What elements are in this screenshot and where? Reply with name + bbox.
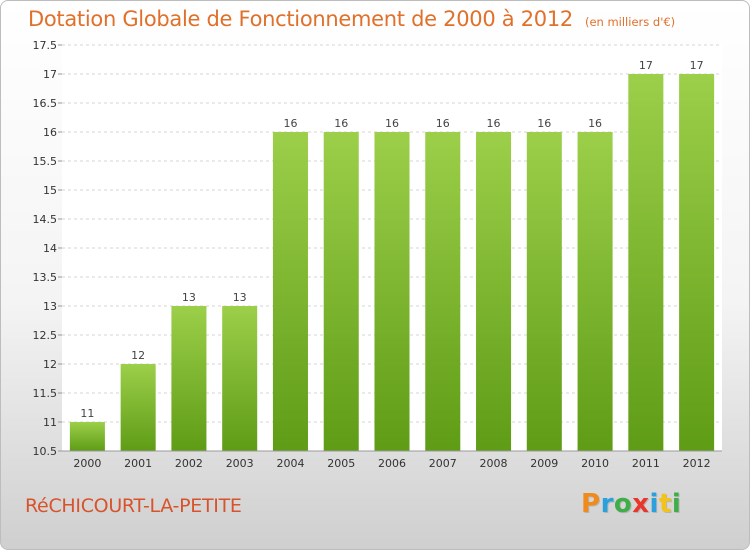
chart-subtitle: (en milliers d'€): [584, 15, 676, 29]
bar-2009: [526, 132, 562, 451]
x-tick-label: 2000: [73, 457, 101, 470]
data-label: 16: [385, 117, 399, 130]
logo-letter: P: [581, 489, 601, 519]
bar-2012: [679, 74, 715, 451]
y-tick-label: 15: [43, 184, 57, 197]
bar-2004: [272, 132, 308, 451]
data-label: 16: [283, 117, 297, 130]
logo-letter: r: [600, 489, 614, 519]
data-label: 16: [537, 117, 551, 130]
y-tick-label: 14: [43, 242, 57, 255]
bar-2001: [120, 364, 156, 451]
y-tick-label: 12.5: [33, 329, 58, 342]
y-tick-label: 17: [43, 68, 57, 81]
y-tick-label: 13.5: [33, 271, 58, 284]
bar-2011: [628, 74, 664, 451]
bar-2006: [374, 132, 410, 451]
data-label: 16: [436, 117, 450, 130]
x-tick-label: 2003: [226, 457, 254, 470]
data-label: 17: [639, 59, 653, 72]
x-tick-label: 2004: [276, 457, 304, 470]
data-label: 16: [334, 117, 348, 130]
y-tick-label: 15.5: [33, 155, 58, 168]
data-label: 12: [131, 349, 145, 362]
y-tick-label: 14.5: [33, 213, 58, 226]
chart-title-text: Dotation Globale de Fonctionnement de 20…: [28, 7, 573, 31]
bar-2007: [425, 132, 461, 451]
y-tick-label: 10.5: [33, 445, 58, 458]
bar-2008: [476, 132, 512, 451]
bar-2010: [577, 132, 613, 451]
y-tick-label: 12: [43, 358, 57, 371]
x-tick-label: 2012: [683, 457, 711, 470]
bar-2000: [69, 422, 105, 451]
data-label: 16: [588, 117, 602, 130]
y-tick-label: 16: [43, 126, 57, 139]
x-tick-label: 2006: [378, 457, 406, 470]
data-label: 13: [182, 291, 196, 304]
x-tick-label: 2002: [175, 457, 203, 470]
chart-title: Dotation Globale de Fonctionnement de 20…: [28, 7, 675, 31]
y-axis: 10.5 11 11.5 12 12.5 13 13.5 14 14.5 15 15.5 16 16.5…: [33, 39, 62, 458]
x-tick-label: 2010: [581, 457, 609, 470]
proxiti-logo[interactable]: Proxiti: [581, 489, 681, 519]
logo-letter: i: [671, 489, 682, 519]
x-axis: 2000 2001 2002 2003 2004 2005 2006 2007 2008 2009…: [73, 457, 710, 470]
bar-2003: [222, 306, 258, 451]
commune-name: RéCHICOURT-LA-PETITE: [25, 495, 242, 517]
y-tick-label: 11.5: [33, 387, 58, 400]
data-label: 13: [233, 291, 247, 304]
logo-letter: t: [658, 489, 672, 519]
x-tick-label: 2011: [632, 457, 660, 470]
x-tick-label: 2007: [429, 457, 457, 470]
y-tick-label: 13: [43, 300, 57, 313]
x-tick-label: 2001: [124, 457, 152, 470]
logo-letter: i: [649, 489, 659, 519]
bar-2002: [171, 306, 207, 451]
x-tick-label: 2009: [530, 457, 558, 470]
x-tick-label: 2008: [480, 457, 508, 470]
bar-2005: [323, 132, 359, 451]
bars: 11 12 13 13 16 16 16 16 16 16 16 17 17: [69, 59, 715, 451]
data-label: 16: [487, 117, 501, 130]
data-label: 17: [690, 59, 704, 72]
y-tick-label: 17.5: [33, 39, 58, 52]
y-tick-label: 11: [43, 416, 57, 429]
logo-letter: o: [613, 489, 633, 519]
y-tick-label: 16.5: [33, 97, 58, 110]
data-label: 11: [80, 407, 94, 420]
x-tick-label: 2005: [327, 457, 355, 470]
logo-letter: x: [632, 489, 650, 519]
